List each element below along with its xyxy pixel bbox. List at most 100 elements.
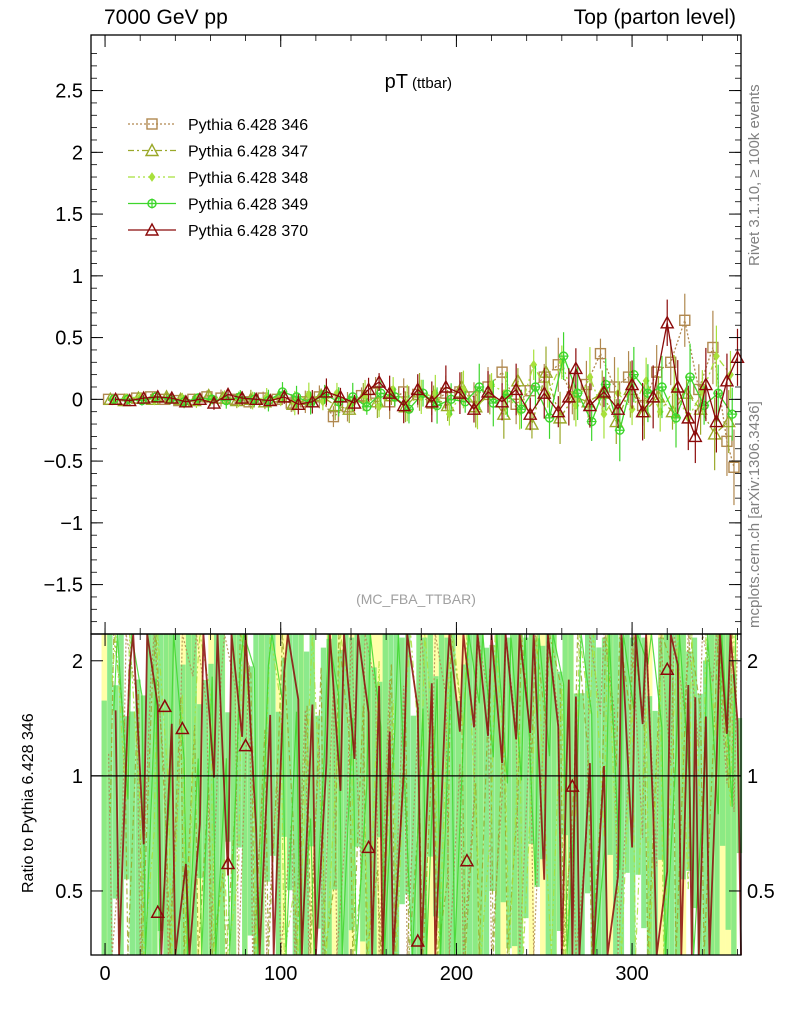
data-point	[148, 172, 156, 182]
ratio-marker	[410, 933, 426, 947]
ratio-band-green	[585, 634, 591, 894]
data-point-cross	[558, 351, 569, 362]
data-point	[537, 385, 552, 399]
data-point	[721, 435, 733, 448]
data-point	[494, 394, 510, 408]
data-point-cross	[713, 388, 724, 399]
data-point	[150, 389, 165, 403]
ratio-line-2	[109, 633, 733, 956]
data-point	[600, 409, 608, 420]
ratio-band-green	[461, 664, 467, 955]
ratio-band-green	[725, 634, 731, 930]
data-point	[688, 428, 703, 443]
data-point	[164, 390, 179, 404]
data-point	[660, 315, 675, 329]
data-point	[178, 394, 194, 408]
data-point	[670, 379, 685, 393]
ratio-band-green	[399, 637, 405, 905]
ratio-band-green	[489, 644, 495, 892]
series-line	[108, 317, 735, 468]
x-tick-label: 200	[440, 963, 473, 985]
header-process: 7000 GeV pp	[104, 6, 228, 29]
data-point-cross	[375, 388, 386, 399]
data-point-cross	[446, 394, 457, 405]
ratio-band-green	[663, 634, 670, 955]
ratio-band-green	[174, 634, 180, 955]
header-observable: Top (parton level)	[573, 6, 736, 29]
ratio-band-green	[652, 710, 658, 955]
data-point	[291, 396, 306, 410]
y-tick-label: 2.5	[55, 81, 83, 103]
y-tick-label: 0.5	[55, 328, 83, 350]
ratio-band-green	[264, 634, 270, 882]
ratio-band-green	[393, 634, 400, 955]
ratio-band-green	[157, 634, 164, 932]
ratio-band-green	[185, 634, 192, 955]
series-5	[108, 299, 745, 464]
data-point	[679, 314, 691, 326]
chart-title-suffix: (ttbar)	[412, 75, 452, 92]
ratio-line-3	[111, 633, 735, 956]
data-point	[382, 385, 397, 399]
data-point	[144, 222, 160, 236]
ratio-band-green	[562, 634, 568, 836]
ratio-line-5	[114, 633, 742, 956]
ratio-band-green	[202, 680, 209, 955]
data-point	[530, 359, 538, 370]
data-point	[727, 369, 734, 380]
ratio-band-green	[596, 647, 602, 955]
y-tick-label: 1	[72, 266, 83, 288]
ratio-line-1	[108, 633, 739, 956]
data-point	[220, 386, 236, 401]
ratio-marker	[238, 738, 253, 752]
y-tick-label: 1.5	[55, 204, 83, 226]
ratio-band-green	[500, 634, 507, 903]
data-point	[438, 379, 454, 393]
ratio-band-green	[646, 696, 653, 955]
data-point	[538, 364, 554, 378]
ratio-band-green	[483, 647, 490, 955]
data-point	[424, 394, 439, 408]
main-series-marks	[102, 293, 745, 506]
legend-label: Pythia 6.428 370	[188, 223, 308, 240]
data-point-cross	[530, 381, 541, 392]
ratio-band-green	[382, 634, 388, 955]
y-tick-label: −1.5	[44, 575, 83, 597]
data-point	[192, 391, 208, 406]
ratio-band-green	[466, 634, 473, 955]
data-point	[582, 398, 598, 412]
plot-frames	[90, 34, 742, 956]
data-point	[508, 381, 524, 396]
data-point-cross	[488, 398, 499, 409]
data-point-cross	[699, 400, 710, 411]
ratio-plot-frame	[90, 633, 742, 956]
ratio-marker	[175, 720, 190, 735]
ratio-band-green	[405, 634, 411, 895]
data-point-cross	[685, 372, 696, 383]
legend-label: Pythia 6.428 348	[188, 170, 308, 187]
ratio-band-green	[573, 693, 580, 955]
ratio-y-tick-label-right: 2	[747, 651, 758, 673]
data-point	[594, 347, 607, 360]
data-point	[146, 118, 158, 130]
data-point	[305, 394, 320, 408]
ratio-band-green	[731, 674, 737, 955]
data-point	[568, 361, 584, 375]
data-point	[707, 426, 722, 440]
data-point-cross	[671, 412, 681, 423]
ratio-band-green	[287, 634, 293, 891]
legend-label: Pythia 6.428 349	[188, 197, 308, 214]
data-point-cross	[656, 381, 667, 392]
ratio-marker	[565, 778, 580, 792]
data-point	[108, 391, 123, 406]
ratio-band-green	[658, 637, 664, 860]
legend-label: Pythia 6.428 347	[188, 144, 308, 161]
y-tick-label: −1	[60, 513, 83, 535]
ratio-band-green	[118, 634, 124, 955]
data-point	[551, 404, 566, 418]
data-point-cross	[572, 388, 583, 399]
data-point-cross	[221, 395, 232, 406]
ratio-band-green	[523, 637, 529, 919]
data-point	[728, 461, 740, 473]
data-point-cross	[147, 198, 157, 209]
